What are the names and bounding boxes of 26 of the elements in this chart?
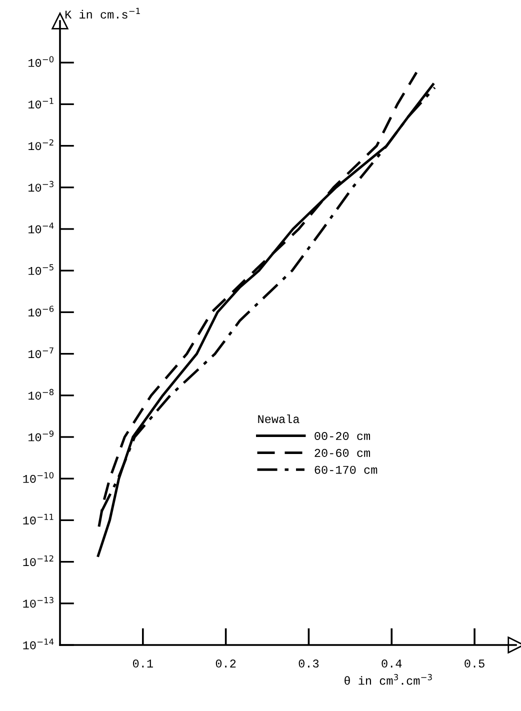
y-tick-label: 10$^{−14}$ [23,638,54,650]
y-tick-label: 10$^{−2}$ [28,139,54,150]
y-tick-label: 10$^{−3}$ [28,180,54,192]
y-tick-label: 10$^{−13}$ [23,596,54,608]
y-tick-label: 10$^{−0}$ [28,56,54,67]
y-tick-label: 10$^{−6}$ [28,306,54,317]
y-tick-label: 10$^{−4}$ [28,222,54,234]
x-tick-label: 0.5 [464,660,484,668]
y-tick-label: 10$^{−12}$ [23,555,54,566]
x-tick-label: 0.2 [216,660,236,668]
legend-title: Newala [258,414,300,424]
y-tick-label: 10$^{−5}$ [28,264,54,275]
x-axis-title: θ in cm$^{3}$.cm$^{−3}$ [344,674,432,685]
y-tick-label: 10$^{−7}$ [28,347,54,358]
y-tick-label: 10$^{−11}$ [23,514,54,525]
legend-label: 00-20 cm [314,432,370,440]
y-tick-label: 10$^{−10}$ [23,472,54,483]
x-tick-label: 0.4 [382,660,402,668]
y-tick-label: 10$^{−1}$ [28,98,54,109]
y-tick-label: 10$^{−8}$ [28,388,54,400]
legend-label: 20-60 cm [314,448,370,457]
x-tick-label: 0.1 [132,660,153,668]
legend-label: 60-170 cm [314,466,378,474]
y-axis-title: K in cm.s$^{−1}$ [65,8,140,19]
x-tick-label: 0.3 [298,660,319,668]
y-tick-label: 10$^{−9}$ [28,430,54,442]
